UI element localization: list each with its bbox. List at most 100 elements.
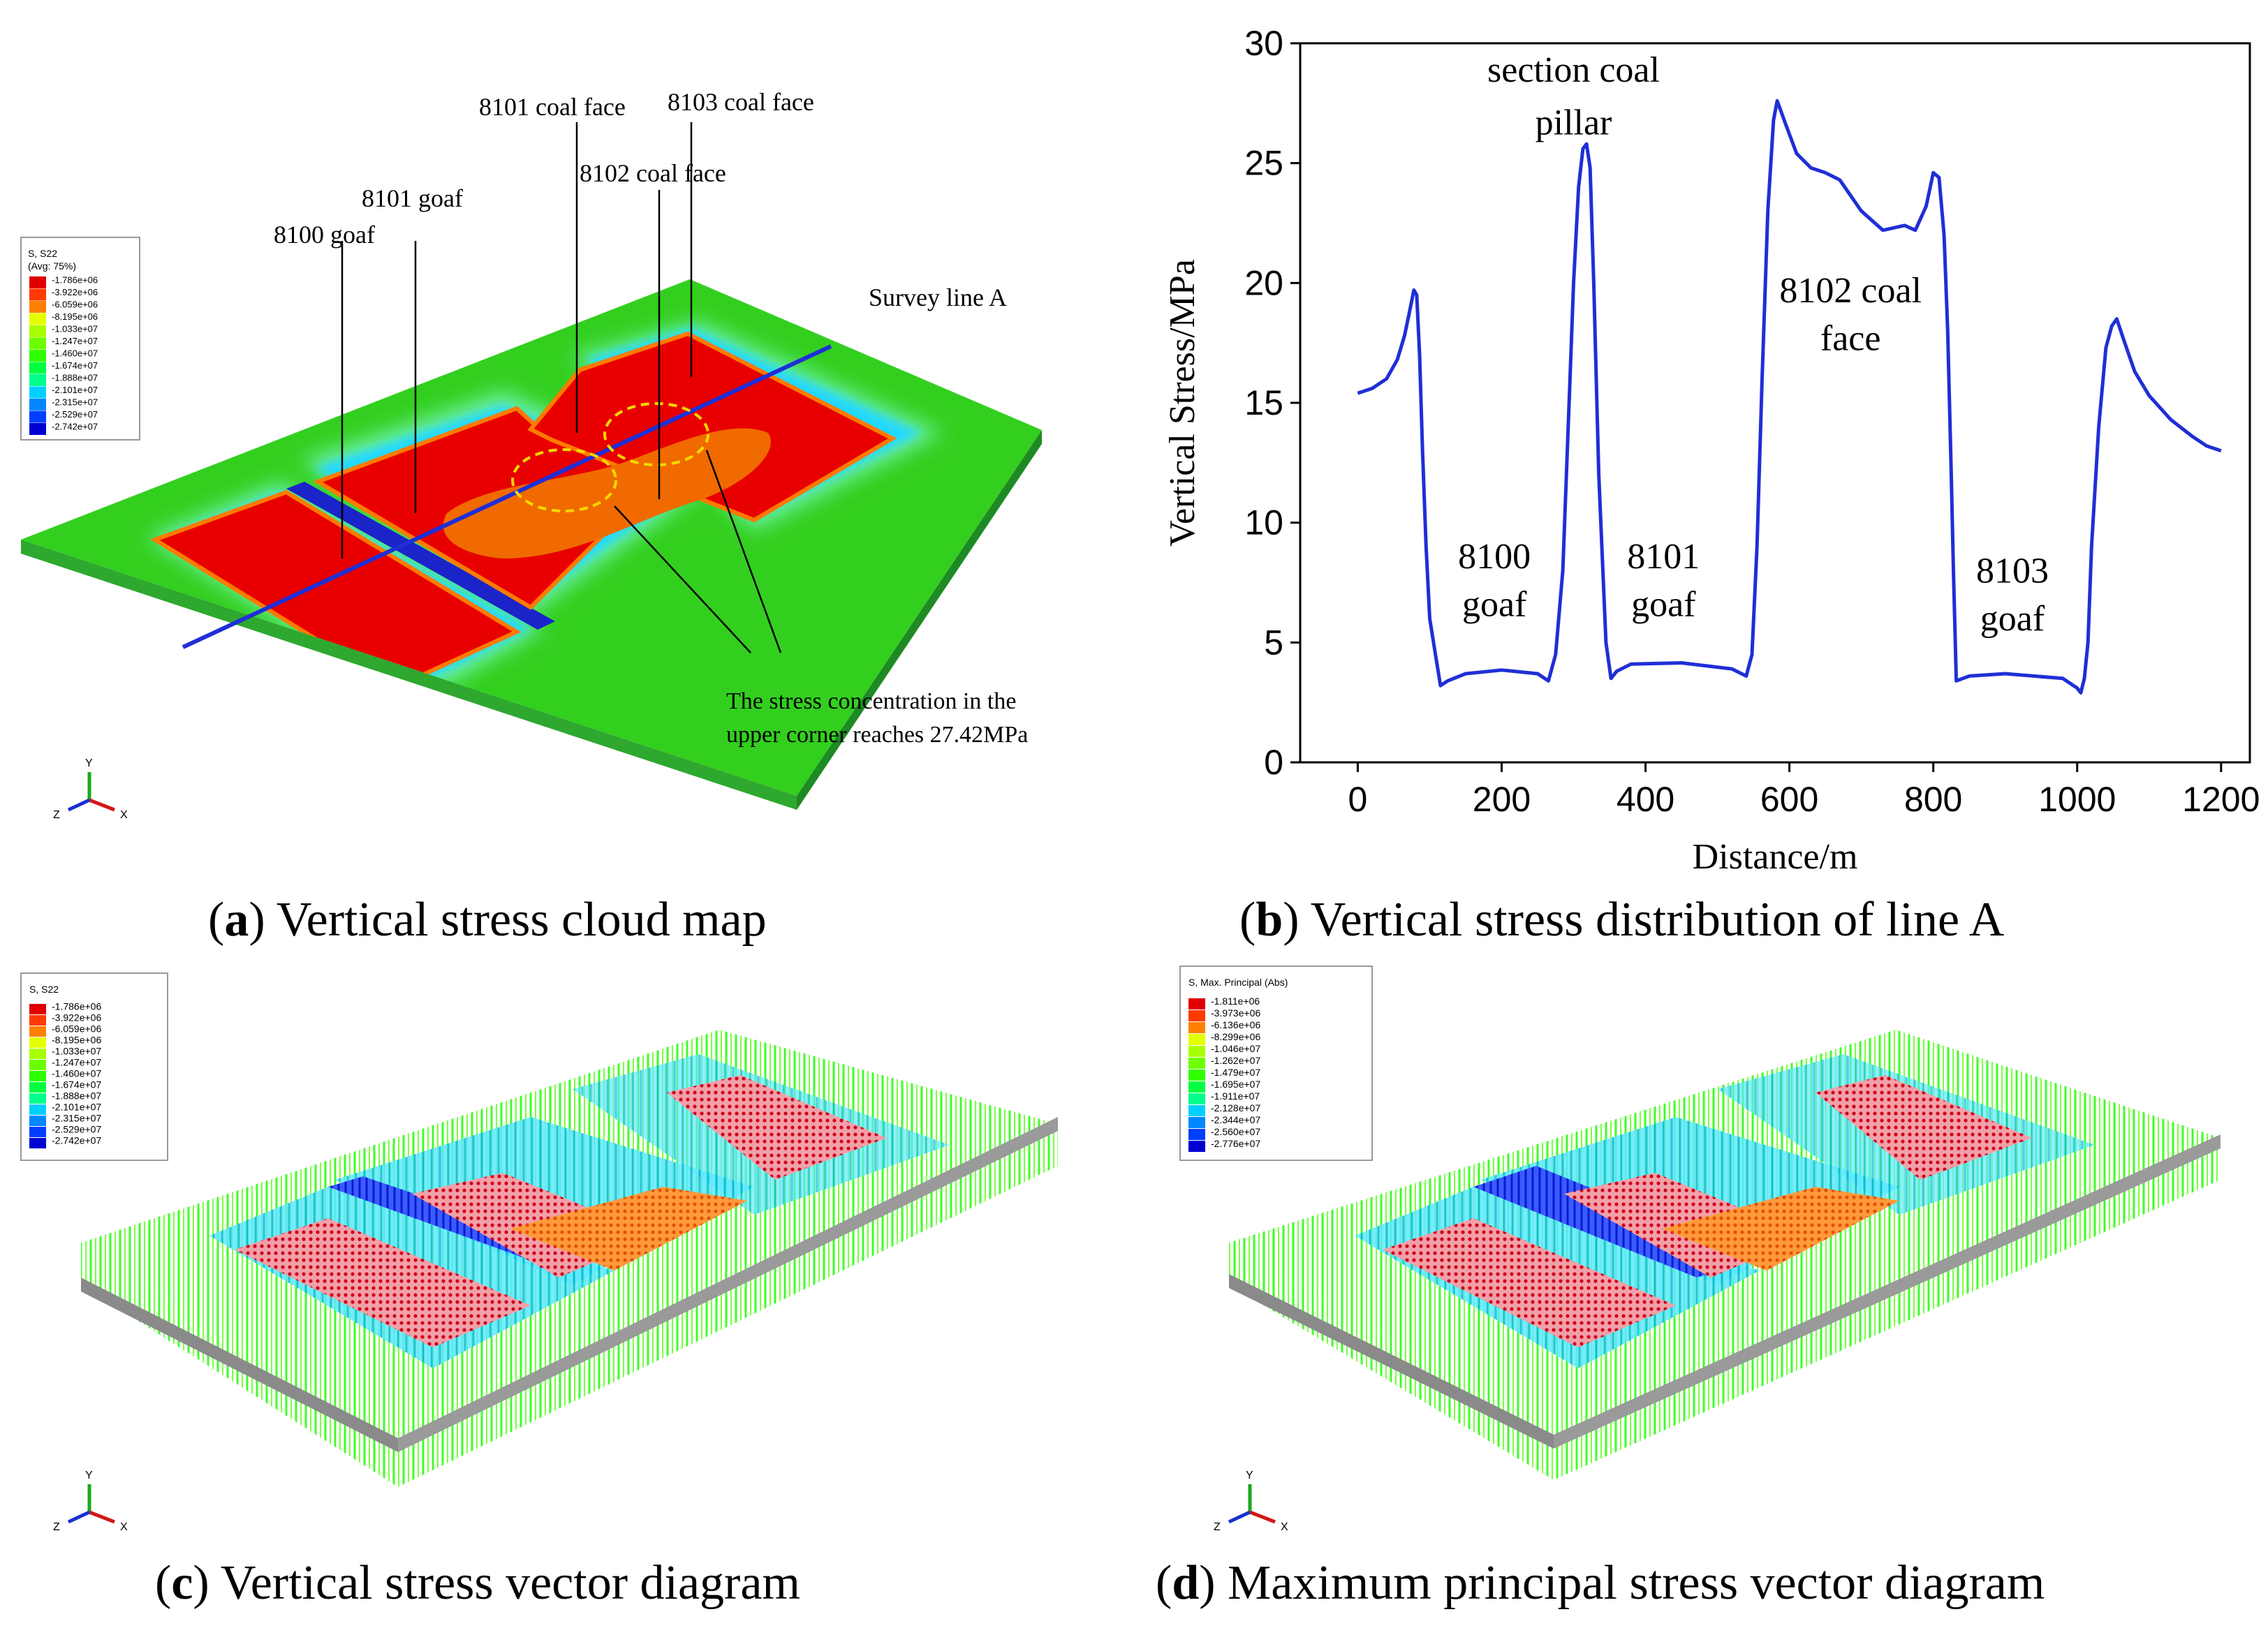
x-tick-label-1200: 1200 (2182, 780, 2260, 819)
legend-c-value-8: -1.888e+07 (52, 1090, 101, 1101)
axis-triad-c: Y Z X (53, 1470, 128, 1533)
legend-a-swatch-8 (29, 374, 46, 386)
triad-a-x-arrow (89, 798, 115, 812)
plot-frame (1299, 42, 2251, 764)
legend-d-value-2: -6.136e+06 (1211, 1019, 1260, 1030)
triad-c-x-label: X (120, 1521, 128, 1533)
triad-a-x-label: X (120, 809, 128, 821)
legend-d-swatch-4 (1188, 1046, 1205, 1057)
x-tick-label-200: 200 (1473, 780, 1531, 819)
legend-a-swatch-3 (29, 313, 46, 325)
legend-d-value-9: -2.128e+07 (1211, 1102, 1260, 1114)
label-survey-line-a: Survey line A (869, 283, 1007, 311)
chart-annotation-2: 8102 coal (1779, 271, 1922, 311)
legend-a-value-5: -1.247e+07 (52, 336, 98, 346)
triad-c-z-arrow (67, 1510, 91, 1524)
chart-annotation-1: pillar (1536, 103, 1612, 142)
triad-d-z-arrow (1228, 1510, 1251, 1524)
y-tick-label-15: 15 (1244, 383, 1283, 422)
slab-band-d (1229, 1274, 1554, 1449)
x-tick-label-1000: 1000 (2038, 780, 2116, 819)
x-axis-label: Distance/m (1693, 837, 1858, 877)
legend-d-swatch-10 (1188, 1117, 1205, 1128)
y-tick-label-5: 5 (1264, 623, 1283, 662)
legend-a-swatch-4 (29, 325, 46, 337)
legend-a-value-8: -1.888e+07 (52, 372, 98, 383)
legend-a-swatch-12 (29, 423, 46, 435)
legend-c-swatch-3 (29, 1037, 46, 1048)
legend-d-value-7: -1.695e+07 (1211, 1079, 1260, 1090)
legend-a-swatch-7 (29, 362, 46, 374)
x-tick-label-600: 600 (1760, 780, 1818, 819)
y-tick-label-20: 20 (1244, 263, 1283, 302)
goaf-8103-vectors-c (667, 1075, 887, 1180)
legend-c-value-1: -3.922e+06 (52, 1012, 101, 1023)
legend-a: S, S22 (Avg: 75%) -1.786e+06 -3.922e+06 -6… (20, 237, 140, 441)
y-tick-label-25: 25 (1244, 144, 1283, 183)
coal-face-vectors-c (510, 1187, 747, 1271)
legend-d-value-6: -1.479e+07 (1211, 1067, 1260, 1078)
legend-d-value-8: -1.911e+07 (1211, 1090, 1260, 1102)
legend-d-swatch-2 (1188, 1022, 1205, 1033)
legend-a-swatch-2 (29, 301, 46, 313)
stress-circle-left (511, 448, 617, 512)
coal-face-8102-region (443, 428, 771, 558)
legend-c-value-4: -1.033e+07 (52, 1045, 101, 1056)
legend-d-swatch-0 (1188, 998, 1205, 1009)
leader-stress-2 (705, 450, 782, 653)
triad-d-y-label: Y (1246, 1470, 1253, 1481)
panel-b-line-chart: 0 200 400 600 800 1000 1200 0 5 10 15 20 25 30 Distanc… (1163, 24, 2260, 877)
label-8101-goaf: 8101 goaf (362, 184, 463, 212)
label-stress-note-1: The stress concentration in the (726, 688, 1016, 714)
survey-line-a (182, 344, 832, 649)
legend-d-swatch-3 (1188, 1034, 1205, 1045)
y-tick-label-0: 0 (1264, 743, 1283, 782)
legend-d-swatch-1 (1188, 1010, 1205, 1021)
y-tick-label-30: 30 (1244, 24, 1283, 63)
legend-d-swatch-7 (1188, 1081, 1205, 1093)
chart-annotation-5: goaf (1462, 585, 1527, 625)
legend-d-value-3: -8.299e+06 (1211, 1031, 1260, 1042)
slab-front-face-a (21, 540, 797, 810)
legend-c-swatch-6 (29, 1071, 46, 1081)
legend-d-value-4: -1.046e+07 (1211, 1043, 1260, 1054)
axis-triad-d: Y Z X (1214, 1470, 1288, 1533)
y-axis-label: Vertical Stress/MPa (1163, 259, 1202, 547)
x-tick-label-800: 800 (1904, 780, 1962, 819)
slab-right-face-a (797, 430, 1042, 810)
legend-a-value-11: -2.529e+07 (52, 409, 98, 420)
legend-c-value-7: -1.674e+07 (52, 1079, 101, 1090)
label-8100-goaf: 8100 goaf (274, 221, 375, 249)
legend-c-value-2: -6.059e+06 (52, 1023, 101, 1034)
caption-c: (c) Vertical stress vector diagram (155, 1556, 800, 1610)
goaf-8103-vectors-d (1816, 1075, 2032, 1180)
legend-a-value-0: -1.786e+06 (52, 274, 98, 285)
triad-c-x-arrow (89, 1510, 115, 1524)
coal-face-vectors-d (1662, 1187, 1899, 1271)
panel-c-vector-diagram: S, S22 -1.786e+06-3.922e+06-6.059e+06-8.… (20, 972, 1058, 1533)
legend-c-value-9: -2.101e+07 (52, 1101, 101, 1112)
series-line-0 (1357, 98, 2222, 695)
legend-d-swatch-5 (1188, 1058, 1205, 1069)
legend-a-swatch-9 (29, 386, 46, 399)
chart-annotation-3: face (1820, 318, 1881, 358)
legend-a-swatch-1 (29, 288, 46, 301)
legend-a-swatch-10 (29, 399, 46, 410)
legend-c-swatch-5 (29, 1060, 46, 1070)
legend-c-value-5: -1.247e+07 (52, 1056, 101, 1067)
legend-c-swatch-12 (29, 1138, 46, 1148)
legend-c-swatch-9 (29, 1104, 46, 1115)
legend-a-swatch-0 (29, 276, 46, 288)
legend-a-value-12: -2.742e+07 (52, 421, 98, 431)
legend-d-swatch-12 (1188, 1141, 1205, 1152)
svg-text:(Avg: 75%): (Avg: 75%) (28, 260, 76, 272)
legend-a-value-6: -1.460e+07 (52, 348, 98, 358)
goaf-8103-region (527, 331, 897, 523)
legend-d-value-12: -2.776e+07 (1211, 1138, 1260, 1149)
legend-d: S, Max. Principal (Abs) -1.811e+06-3.973… (1179, 966, 1373, 1161)
goaf-8100-vectors-c (235, 1218, 531, 1347)
label-8103-coal-face: 8103 coal face (668, 88, 814, 116)
chart-annotation-6: 8101 (1627, 537, 1700, 577)
pillar-strip-a (286, 482, 555, 630)
